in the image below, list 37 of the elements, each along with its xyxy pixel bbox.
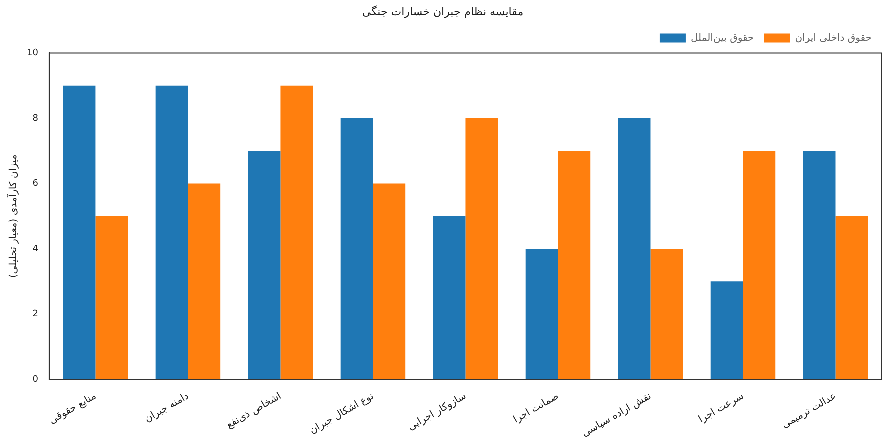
bar: [188, 184, 221, 380]
bar: [618, 118, 651, 380]
bar: [280, 86, 314, 380]
bar: [340, 118, 374, 380]
y-tick-label: 8: [32, 114, 39, 124]
bar: [743, 151, 776, 380]
bar: [433, 216, 466, 380]
bar: [248, 151, 281, 380]
x-tick-label: اشخاص ذی‌نفع: [224, 391, 284, 432]
bar: [526, 248, 558, 380]
bar: [466, 118, 498, 380]
bar: [156, 86, 188, 380]
x-tick-label: نوع اشکال جبران: [308, 391, 376, 437]
legend-label: حقوق داخلی ایران: [795, 32, 872, 44]
bar: [96, 216, 128, 380]
y-tick-label: 10: [27, 48, 39, 59]
y-axis-title: میزان کارآمدی (معیار تحلیلی): [6, 154, 20, 278]
y-tick-label: 6: [32, 179, 39, 190]
bar: [650, 248, 684, 380]
x-tick-label: نقش اراده سیاسی: [580, 391, 654, 440]
x-tick-label: منابع حقوقی: [48, 391, 98, 427]
x-tick-label: سرعت اجرا: [697, 391, 746, 426]
bar: [836, 216, 868, 380]
legend-label: حقوق بین‌الملل: [690, 32, 754, 44]
x-tick-label: عدالت ترمیمی: [780, 391, 839, 431]
x-tick-label: سازوکار اجرایی: [406, 391, 469, 434]
y-tick-label: 0: [32, 374, 39, 385]
y-tick-label: 2: [32, 310, 38, 320]
y-tick-label: 4: [32, 244, 39, 254]
x-tick-label: ضمانت اجرا: [512, 391, 562, 426]
bar: [710, 282, 744, 380]
bar: [373, 184, 406, 380]
bar: [803, 151, 836, 380]
bar: [558, 151, 591, 380]
x-tick-label: دامنه جبران: [143, 391, 192, 426]
bar: [63, 86, 96, 380]
chart-title: مقایسه نظام جبران خسارات جنگی: [362, 5, 524, 18]
